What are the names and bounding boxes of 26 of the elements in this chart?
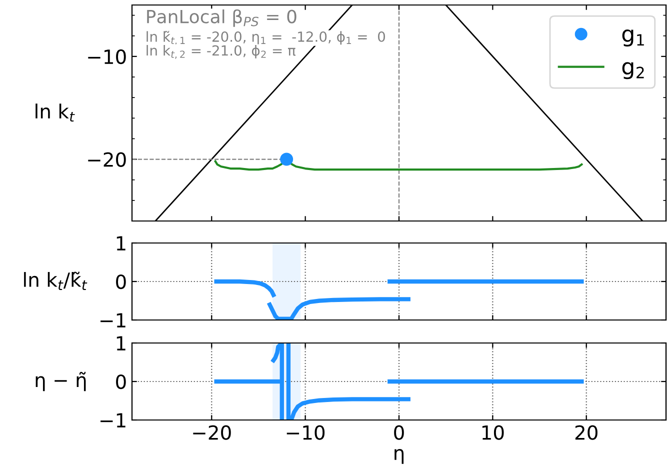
x-tick-label: 20 xyxy=(575,425,598,440)
x-axis-title: η xyxy=(394,448,404,464)
y-tick-label: −10 xyxy=(88,49,126,64)
line-series xyxy=(214,279,276,298)
y-tick-label: 1 xyxy=(116,336,126,350)
annotation: ln k̃$_{t,1}$ = -20.0, η$_{1}$ = -12.0, ϕ$_{1}$ = 0 xyxy=(146,30,386,46)
x-tick-label: 0 xyxy=(394,425,404,440)
legend-label: g$_{1}$ xyxy=(622,29,644,47)
y-tick-label: 0 xyxy=(116,374,126,390)
y-axis-title: η − η̃ xyxy=(36,372,86,392)
y-tick-label: −20 xyxy=(88,152,126,167)
line-series xyxy=(268,297,410,320)
line-series xyxy=(286,343,410,420)
legend-label: g$_{2}$ xyxy=(622,62,644,80)
line-series xyxy=(214,343,284,420)
x-tick-label: 10 xyxy=(482,425,504,440)
x-tick-label: −20 xyxy=(193,425,231,440)
y-tick-label: −1 xyxy=(100,313,126,328)
annotation: ln k$_{t,2}$ = -21.0, ϕ$_{2}$ = π xyxy=(146,44,296,59)
annotation: PanLocal β$_{PS}$ = 0 xyxy=(147,9,296,27)
y-axis-title: ln k$_{t}$/k̃$_{t}$ xyxy=(24,272,88,290)
y-tick-label: 1 xyxy=(116,236,126,250)
y-tick-label: −1 xyxy=(100,413,126,428)
x-tick-label: −10 xyxy=(286,425,325,440)
y-tick-label: 0 xyxy=(116,274,126,290)
y-axis-title: ln k$_{t}$ xyxy=(36,104,75,122)
